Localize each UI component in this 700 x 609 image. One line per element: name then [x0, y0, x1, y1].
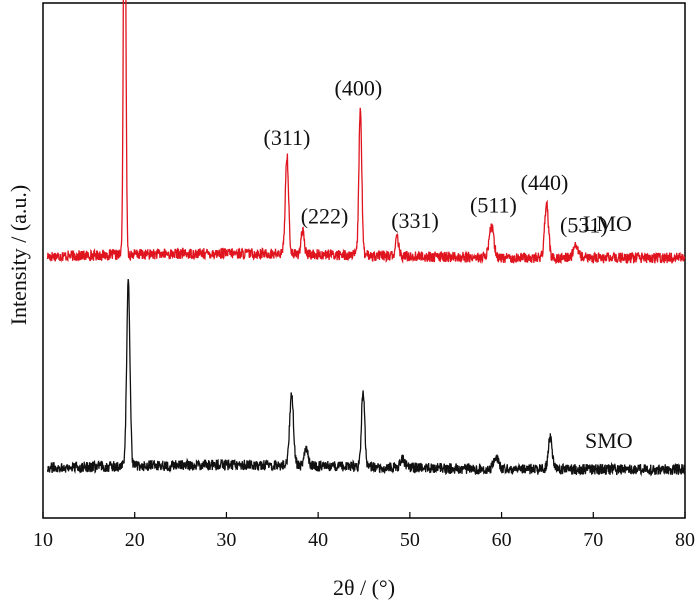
peak-label: (531) [560, 213, 608, 238]
x-tick-label: 80 [675, 529, 695, 551]
series-label-lmo: LMO [583, 211, 632, 236]
x-ticks: 10 20 30 40 50 60 70 80 [33, 512, 695, 551]
x-tick-label: 50 [400, 529, 420, 551]
series-line-smo [46, 279, 686, 477]
x-tick-label: 30 [216, 529, 236, 551]
peak-labels: (111)(311)(222)(400)(331)(511)(440)(531) [264, 76, 608, 238]
series-line-lmo [46, 0, 686, 265]
peak-label: (311) [264, 125, 311, 150]
peak-label: (440) [521, 170, 569, 195]
peak-label: (511) [470, 193, 517, 218]
curves-layer [46, 0, 686, 477]
plot-frame [42, 2, 686, 519]
y-axis-title: Intensity / (a.u.) [6, 185, 31, 326]
x-tick-label: 10 [33, 529, 53, 551]
x-tick-label: 20 [125, 529, 145, 551]
x-tick-label: 60 [492, 529, 512, 551]
series-label-smo: SMO [585, 428, 633, 453]
peak-label: (222) [301, 204, 349, 229]
x-tick-label: 70 [583, 529, 603, 551]
x-axis-title: 2θ / (°) [333, 575, 395, 600]
x-tick-label: 40 [308, 529, 328, 551]
peak-label: (331) [391, 208, 439, 233]
peak-label: (400) [335, 76, 383, 101]
